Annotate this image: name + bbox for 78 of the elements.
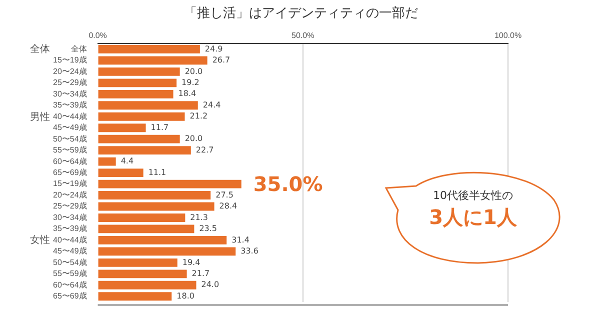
bar	[98, 180, 242, 188]
y-tick-label: 全体	[70, 44, 87, 54]
annotation: 3人に1人	[428, 204, 518, 231]
y-tick-label: 65〜69歳	[53, 292, 87, 301]
data-label: 11.7	[150, 122, 169, 132]
bar	[98, 247, 236, 256]
data-label: 19.2	[182, 78, 200, 87]
data-label: 4.4	[120, 156, 134, 166]
bar	[98, 214, 186, 222]
data-label: 18.0	[176, 291, 194, 300]
data-label: 27.5	[216, 190, 234, 200]
y-tick-label: 20〜24歳	[53, 66, 87, 76]
data-label: 24.4	[202, 100, 221, 110]
data-label: 28.4	[219, 202, 238, 211]
y-tick-label: 25〜29歳	[53, 78, 87, 88]
x-tick-label: 0.0%	[88, 31, 107, 40]
bar	[98, 146, 191, 155]
data-label: 33.6	[240, 246, 258, 256]
data-label: 11.1	[148, 168, 166, 177]
data-label: 35.0%	[253, 172, 323, 196]
data-label: 31.4	[232, 235, 250, 244]
y-tick-label: 20〜24歳	[53, 190, 87, 200]
bar	[98, 168, 144, 178]
data-label: 26.7	[212, 56, 230, 65]
bar	[98, 67, 180, 76]
y-tick-label: 40〜44歳	[53, 235, 87, 244]
bar	[98, 236, 227, 244]
bar	[98, 90, 174, 98]
bar	[98, 112, 185, 121]
y-tick-label: 35〜39歳	[53, 100, 87, 110]
bar	[98, 45, 200, 54]
bar	[98, 134, 180, 144]
y-tick-label: 45〜49歳	[53, 246, 87, 256]
data-label: 21.2	[190, 112, 208, 121]
bar	[98, 78, 177, 88]
y-tick-label: 60〜64歳	[53, 156, 87, 166]
y-tick-label: 15〜19歳	[53, 56, 87, 65]
x-tick-label: 100.0%	[494, 31, 522, 40]
bar	[98, 124, 146, 132]
bar	[98, 56, 208, 65]
y-tick-label: 50〜54歳	[53, 134, 87, 144]
y-tick-label: 30〜34歳	[53, 89, 87, 98]
bar	[98, 280, 196, 290]
y-tick-label: 40〜44歳	[53, 112, 87, 121]
data-label: 23.5	[199, 224, 218, 234]
data-label: 20.0	[184, 66, 203, 76]
y-tick-label: 15〜19歳	[53, 179, 87, 188]
bar	[98, 191, 211, 200]
y-tick-label: 30〜34歳	[53, 212, 87, 222]
chart-title: 「推し活」はアイデンティティの一部だ	[183, 5, 419, 22]
bar	[98, 270, 187, 278]
bar	[98, 258, 178, 267]
text: 全体	[29, 43, 51, 56]
data-label: 24.0	[201, 280, 220, 290]
text: 男性	[30, 112, 50, 123]
bar	[98, 157, 116, 166]
y-tick-label: 55〜59歳	[53, 269, 87, 278]
annotation: 10代後半女性の	[432, 188, 514, 203]
data-label: 22.7	[196, 145, 214, 154]
bar	[98, 224, 194, 234]
y-tick-label: 55〜59歳	[53, 146, 87, 155]
data-label: 19.4	[182, 258, 200, 267]
y-tick-label: 65〜69歳	[53, 168, 87, 178]
data-label: 24.9	[204, 44, 223, 54]
bar	[98, 202, 214, 211]
bar	[98, 292, 172, 301]
data-label: 21.7	[192, 268, 210, 278]
y-tick-label: 50〜54歳	[53, 258, 87, 267]
y-tick-label: 25〜29歳	[53, 202, 87, 211]
text: 女性	[30, 235, 50, 246]
data-label: 18.4	[178, 89, 196, 98]
data-label: 20.0	[184, 134, 203, 144]
y-tick-label: 60〜64歳	[53, 280, 87, 290]
y-tick-label: 35〜39歳	[53, 224, 87, 234]
y-tick-label: 45〜49歳	[53, 123, 87, 132]
data-label: 21.3	[190, 212, 208, 222]
x-tick-label: 50.0%	[292, 31, 314, 40]
bar	[98, 101, 198, 110]
